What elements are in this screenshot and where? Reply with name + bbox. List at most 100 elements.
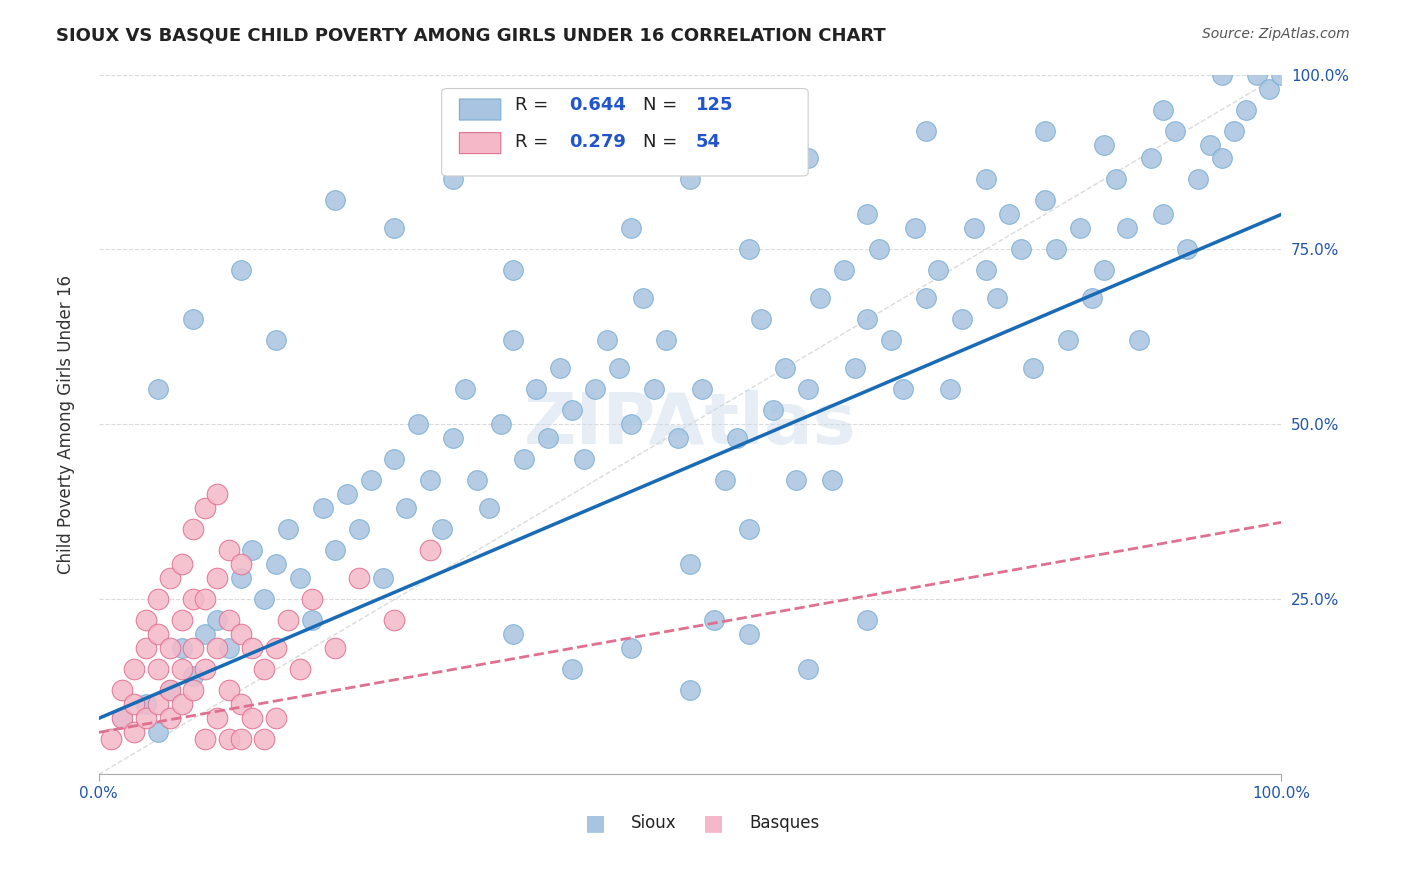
Point bbox=[277, 522, 299, 536]
Text: Basques: Basques bbox=[749, 814, 820, 832]
Point bbox=[443, 431, 465, 445]
Point bbox=[382, 613, 405, 627]
Point bbox=[502, 627, 524, 641]
Point bbox=[537, 431, 560, 445]
Point bbox=[502, 334, 524, 348]
Point bbox=[242, 711, 264, 725]
Point bbox=[1033, 123, 1056, 137]
Point bbox=[253, 662, 276, 676]
Point bbox=[205, 711, 228, 725]
Point bbox=[194, 662, 217, 676]
Point bbox=[301, 592, 323, 607]
Point bbox=[264, 334, 287, 348]
Point bbox=[986, 292, 1008, 306]
Point bbox=[135, 613, 157, 627]
Point bbox=[631, 292, 654, 306]
Point bbox=[1152, 207, 1174, 221]
Point bbox=[524, 383, 547, 397]
Point bbox=[111, 683, 134, 698]
Point bbox=[264, 641, 287, 656]
Point bbox=[146, 383, 169, 397]
Point bbox=[229, 263, 252, 277]
Point bbox=[146, 592, 169, 607]
Point bbox=[679, 683, 702, 698]
Point bbox=[868, 243, 890, 257]
Text: R =: R = bbox=[515, 95, 554, 113]
Point bbox=[950, 312, 973, 326]
FancyBboxPatch shape bbox=[441, 88, 808, 176]
Point bbox=[703, 613, 725, 627]
Point bbox=[111, 711, 134, 725]
Point bbox=[159, 683, 181, 698]
Point bbox=[738, 243, 761, 257]
Point bbox=[194, 501, 217, 516]
Text: 0.644: 0.644 bbox=[569, 95, 626, 113]
Point bbox=[714, 474, 737, 488]
Point bbox=[1234, 103, 1257, 117]
Point bbox=[832, 263, 855, 277]
Y-axis label: Child Poverty Among Girls Under 16: Child Poverty Among Girls Under 16 bbox=[58, 275, 75, 574]
Point bbox=[347, 522, 370, 536]
Point bbox=[183, 522, 205, 536]
Point bbox=[561, 403, 583, 417]
Point bbox=[974, 172, 997, 186]
Point bbox=[183, 592, 205, 607]
Point bbox=[323, 194, 346, 208]
Point bbox=[572, 452, 595, 467]
Point bbox=[146, 725, 169, 739]
Point bbox=[725, 431, 748, 445]
Point bbox=[1069, 221, 1091, 235]
Text: 54: 54 bbox=[696, 134, 721, 152]
Point bbox=[242, 543, 264, 558]
Point bbox=[122, 662, 145, 676]
Point bbox=[1211, 68, 1233, 82]
Point bbox=[785, 474, 807, 488]
Point bbox=[100, 732, 122, 747]
Point bbox=[1199, 137, 1222, 152]
Point bbox=[194, 627, 217, 641]
Point bbox=[146, 698, 169, 712]
Point bbox=[430, 522, 453, 536]
Text: 125: 125 bbox=[696, 95, 734, 113]
Text: R =: R = bbox=[515, 134, 554, 152]
Point bbox=[1140, 152, 1163, 166]
Point bbox=[915, 292, 938, 306]
Point bbox=[382, 221, 405, 235]
Point bbox=[666, 431, 689, 445]
Point bbox=[797, 662, 820, 676]
Point bbox=[277, 613, 299, 627]
Point bbox=[218, 732, 240, 747]
Point bbox=[229, 627, 252, 641]
Point bbox=[242, 641, 264, 656]
Point bbox=[502, 263, 524, 277]
Point bbox=[347, 571, 370, 585]
Point bbox=[253, 592, 276, 607]
Point bbox=[1163, 123, 1185, 137]
Point bbox=[915, 123, 938, 137]
Point bbox=[903, 221, 925, 235]
Point bbox=[963, 221, 986, 235]
Point bbox=[773, 361, 796, 376]
Point bbox=[607, 361, 630, 376]
Point bbox=[655, 334, 678, 348]
Point bbox=[620, 417, 643, 432]
Point bbox=[808, 292, 831, 306]
Point bbox=[218, 683, 240, 698]
Point bbox=[360, 474, 382, 488]
Point bbox=[264, 711, 287, 725]
Point bbox=[1092, 263, 1115, 277]
Point bbox=[1128, 334, 1150, 348]
Point bbox=[382, 452, 405, 467]
Point bbox=[738, 522, 761, 536]
Point bbox=[194, 592, 217, 607]
Point bbox=[1033, 194, 1056, 208]
Point bbox=[170, 613, 193, 627]
Point bbox=[1022, 361, 1045, 376]
Point bbox=[135, 641, 157, 656]
Point bbox=[205, 487, 228, 501]
Point bbox=[288, 571, 311, 585]
Text: Source: ZipAtlas.com: Source: ZipAtlas.com bbox=[1202, 27, 1350, 41]
Point bbox=[301, 613, 323, 627]
Point bbox=[478, 501, 501, 516]
Point bbox=[170, 558, 193, 572]
